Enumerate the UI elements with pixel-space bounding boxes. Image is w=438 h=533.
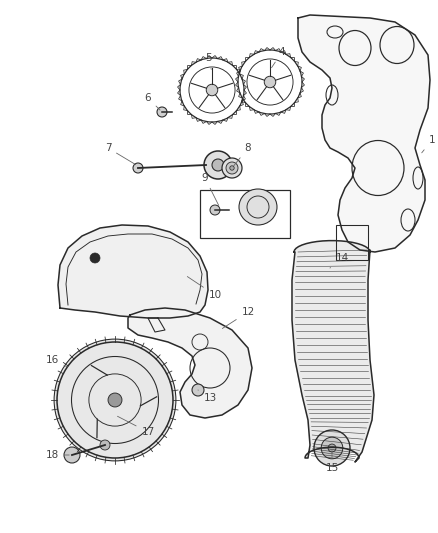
Text: 14: 14 [330,253,349,268]
Circle shape [64,447,80,463]
Circle shape [54,339,176,461]
Circle shape [157,107,167,117]
Text: 5: 5 [205,53,211,69]
Circle shape [328,444,336,452]
Circle shape [264,76,276,88]
Text: 7: 7 [105,143,136,165]
Circle shape [212,159,224,171]
Polygon shape [292,240,374,462]
Ellipse shape [239,189,277,225]
Circle shape [226,162,238,174]
Polygon shape [70,362,84,373]
Bar [200,190,290,238]
Polygon shape [58,225,208,318]
Circle shape [321,437,343,459]
Polygon shape [128,308,252,418]
Text: 8: 8 [234,143,251,166]
Circle shape [230,166,234,170]
Text: 1: 1 [422,135,435,153]
Text: 18: 18 [46,450,69,460]
Circle shape [90,253,100,263]
Text: 12: 12 [223,307,254,328]
Text: 6: 6 [145,93,160,110]
Circle shape [222,158,242,178]
Text: 9: 9 [201,173,219,206]
Text: 16: 16 [46,355,67,367]
Circle shape [210,205,220,215]
Text: 17: 17 [117,416,155,437]
Circle shape [108,393,122,407]
Text: 13: 13 [198,390,217,403]
Text: 4: 4 [272,47,285,68]
Text: 15: 15 [325,451,339,473]
Circle shape [192,384,204,396]
Circle shape [314,430,350,466]
Bar [336,225,368,260]
Circle shape [133,163,143,173]
Polygon shape [298,15,430,252]
Polygon shape [148,318,165,332]
Circle shape [100,440,110,450]
Text: 10: 10 [187,277,222,300]
Circle shape [206,84,218,96]
Circle shape [204,151,232,179]
